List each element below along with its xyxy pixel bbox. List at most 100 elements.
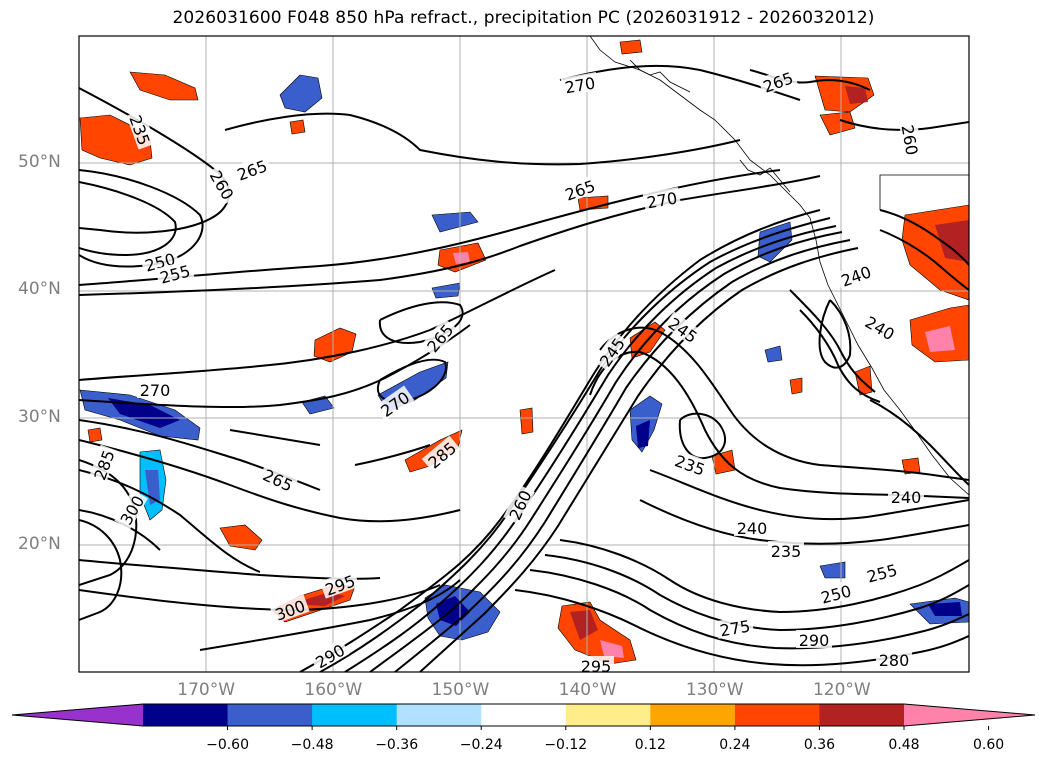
contour-label-background — [715, 615, 755, 640]
contour-label: 240 — [891, 488, 922, 507]
contour-label: 280 — [879, 651, 910, 670]
contour-label-background — [670, 449, 711, 479]
precip-positive-blob — [129, 71, 199, 101]
colorbar-tick-label: −0.24 — [459, 737, 503, 753]
colorbar-tick-label: 0.60 — [972, 737, 1005, 753]
contour-label-background — [862, 558, 902, 586]
map-gridlines — [79, 36, 969, 672]
refractivity-contours — [79, 64, 969, 672]
contour-label-background — [421, 435, 461, 473]
colorbar-tick-label: −0.60 — [206, 737, 249, 753]
latitude-label: 20°N — [18, 533, 61, 554]
contour-label-background — [663, 311, 704, 347]
contour-label-background — [269, 594, 310, 624]
colorbar-tick-label: 0.36 — [803, 737, 836, 753]
colorbar-segment — [143, 704, 229, 726]
precip-negative-blob — [431, 211, 479, 233]
contour-label-background — [559, 174, 600, 204]
colorbar-segment — [565, 704, 651, 726]
precip-negative-blob — [819, 561, 846, 579]
colorbar-tick-label: 0.48 — [888, 737, 920, 753]
colorbar-segment — [396, 704, 482, 726]
contour-label: 295 — [581, 657, 612, 676]
colorbar — [11, 703, 1036, 730]
longitude-label: 160°W — [304, 680, 363, 700]
colorbar-tick-label: −0.36 — [375, 737, 419, 753]
colorbar-segment — [734, 704, 820, 726]
longitude-label: 120°W — [812, 680, 871, 700]
contour-label-background — [560, 72, 600, 97]
precip-negative-blob — [279, 74, 323, 113]
contour-label-background — [420, 317, 458, 357]
precip-positive-blob — [819, 111, 856, 136]
contour-label-background — [796, 630, 832, 648]
longitude-label: 140°W — [558, 680, 617, 700]
precip-positive-blob — [87, 427, 103, 443]
precip-positive-blob — [289, 119, 306, 135]
contour-label-background — [374, 385, 415, 421]
contour-label: 235 — [771, 542, 802, 561]
colorbar-outline — [11, 703, 1036, 727]
contour-label-background — [309, 638, 350, 672]
colorbar-segment — [312, 704, 398, 726]
contour-label-background — [768, 541, 804, 559]
latitude-label: 30°N — [18, 406, 61, 427]
longitude-label: 150°W — [431, 680, 490, 700]
contour-label-background — [206, 164, 240, 205]
precip-positive-blob — [519, 407, 534, 435]
coastlines — [589, 36, 969, 496]
precip-positive-blob — [854, 365, 873, 396]
latitude-label: 50°N — [18, 152, 61, 173]
colorbar-segment — [819, 704, 905, 726]
precip-positive-blob — [845, 86, 868, 104]
precip-positive-blob — [570, 610, 598, 640]
contour-label-background — [503, 484, 535, 525]
colorbar-segment — [227, 704, 313, 726]
colorbar-tick-label: 0.24 — [719, 737, 751, 753]
precip-negative-blob — [764, 345, 783, 363]
contour-label: 240 — [737, 519, 768, 538]
contour-label-background — [835, 260, 876, 290]
contour-label-background — [114, 489, 148, 530]
contour-label-background — [88, 444, 118, 485]
contour-label-background — [155, 259, 195, 287]
colorbar-extend-max — [904, 704, 1035, 726]
contour-label-background — [898, 120, 923, 160]
plot-title: 2026031600 F048 850 hPa refract., precip… — [172, 8, 875, 28]
colorbar-tick-label: −0.12 — [544, 737, 588, 753]
colorbar-extend-min — [12, 704, 143, 726]
contour-label-background — [258, 463, 299, 495]
contour-label-background — [876, 650, 912, 668]
colorbar-segment — [481, 704, 567, 726]
colorbar-segment — [650, 704, 736, 726]
contour-label-background — [126, 109, 156, 150]
precip-positive-blob — [789, 377, 803, 395]
contour-label-background — [816, 579, 856, 607]
contour-label-background — [888, 487, 924, 505]
contour-label-background — [319, 569, 360, 599]
contour-label-background — [578, 656, 614, 672]
precip-positive-blob — [935, 220, 969, 262]
colorbar-tick-label: −0.48 — [290, 737, 334, 753]
precip-positive-blob — [925, 326, 955, 352]
precip-negative-blob — [108, 398, 180, 428]
contour-label: 270 — [140, 381, 171, 400]
precip-positive-blob — [901, 457, 921, 475]
longitude-label: 130°W — [685, 680, 744, 700]
contour-label-background — [231, 154, 272, 184]
latitude-label: 40°N — [18, 279, 61, 300]
precip-negative-blob — [636, 420, 650, 448]
contour-label-background — [593, 331, 629, 372]
precip-positive-blob — [453, 252, 470, 264]
contour-label-background — [137, 380, 173, 398]
contour-label: 290 — [799, 631, 830, 650]
precip-positive-blob — [79, 114, 153, 166]
precip-positive-blob — [600, 640, 624, 658]
contour-label-background — [642, 187, 682, 212]
precip-positive-blob — [619, 39, 643, 55]
longitude-label: 170°W — [177, 680, 236, 700]
contour-label-background — [734, 518, 770, 536]
